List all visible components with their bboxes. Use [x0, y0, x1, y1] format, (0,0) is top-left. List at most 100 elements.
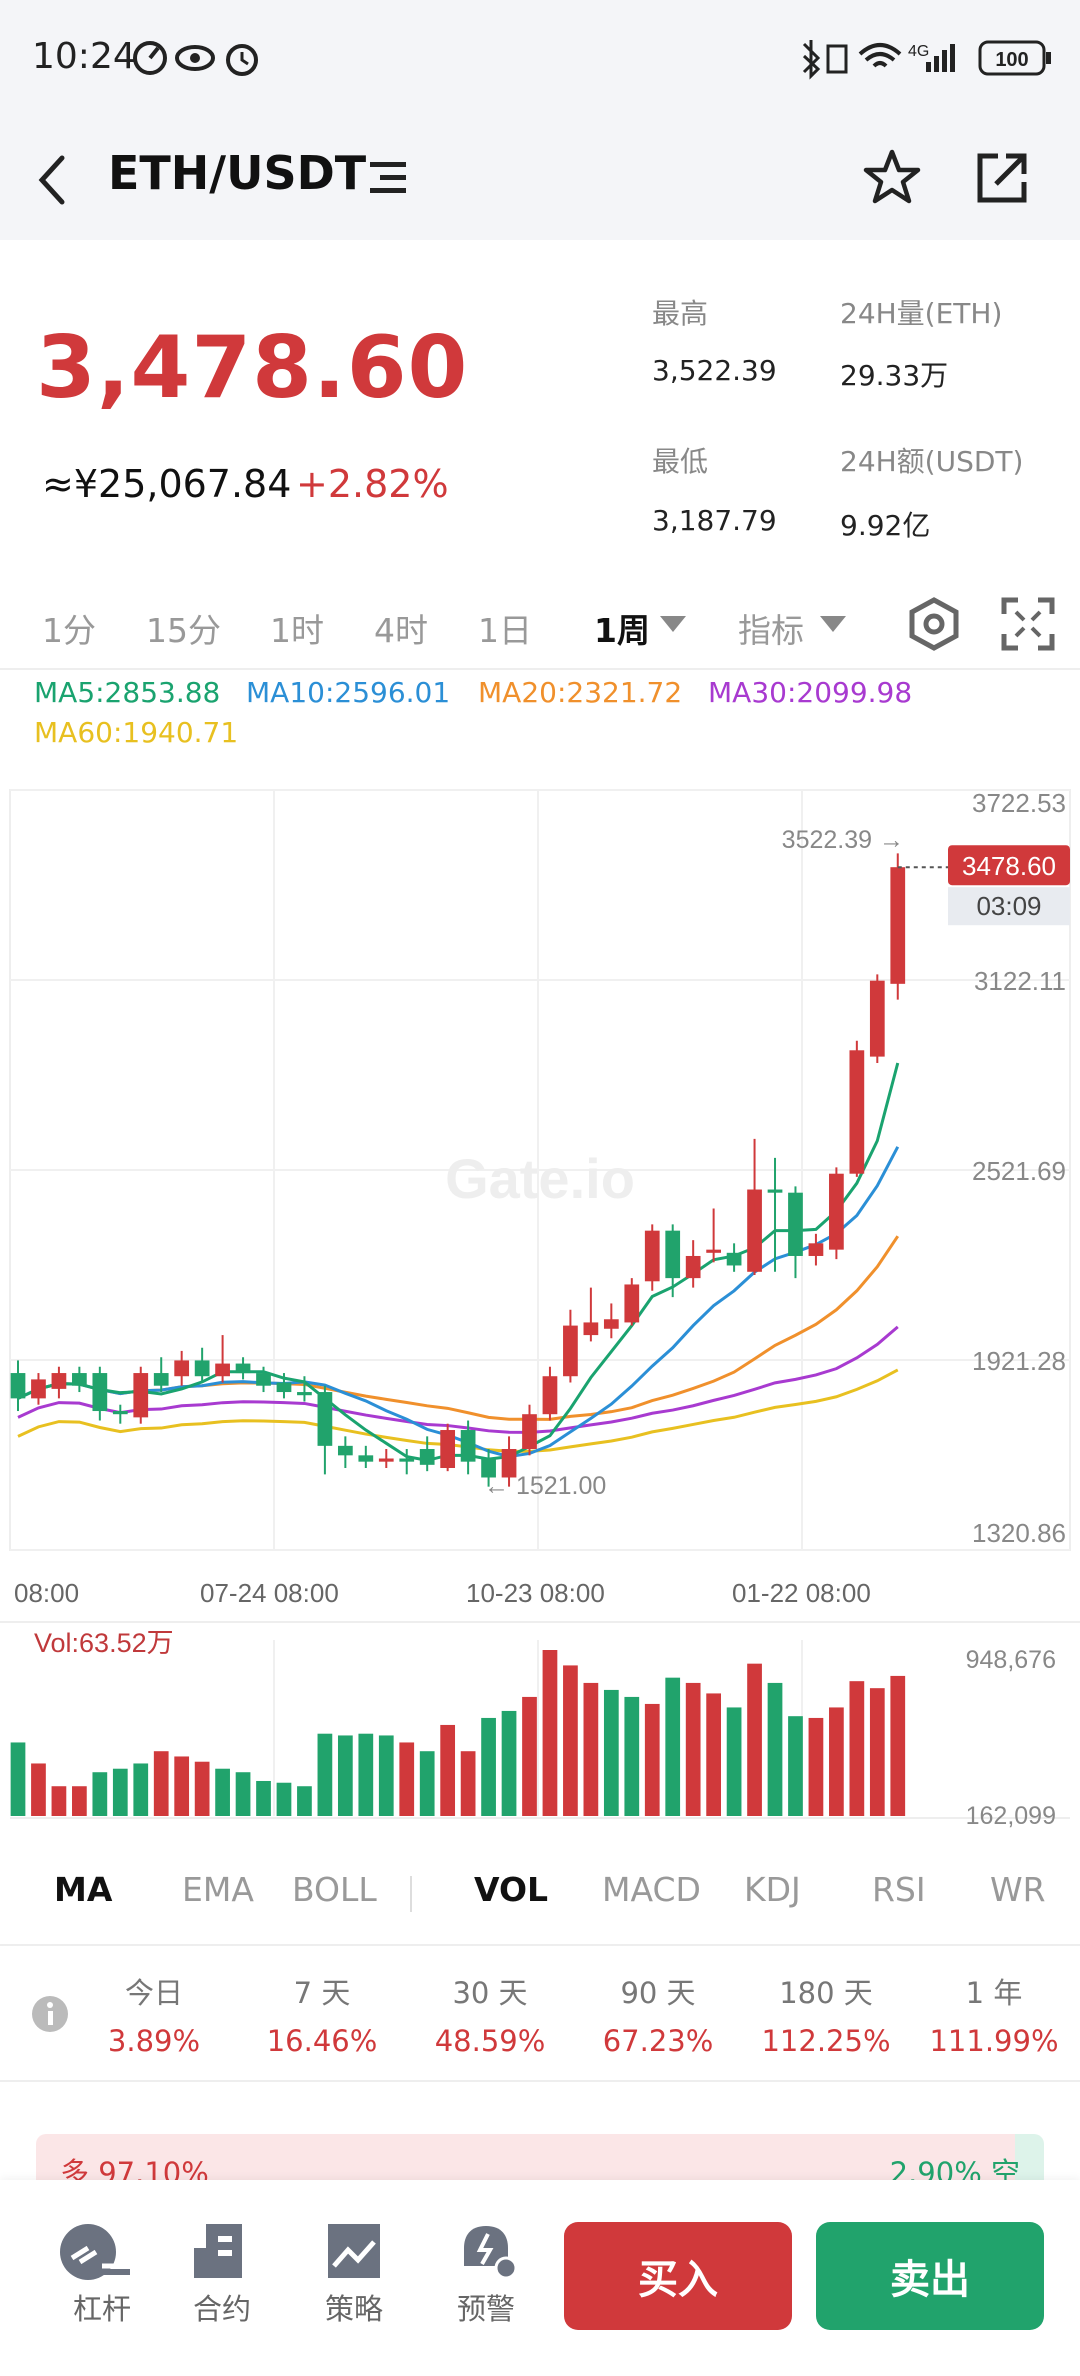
fullscreen-icon[interactable] — [1000, 596, 1056, 652]
svg-text:100: 100 — [995, 49, 1028, 71]
pair-title[interactable]: ETH/USDT — [108, 146, 367, 200]
timeframe-tab[interactable]: 1时 — [270, 611, 324, 650]
divider — [0, 668, 1080, 670]
candle-body — [890, 867, 906, 984]
volume-bar — [644, 1703, 660, 1816]
countdown-tag — [948, 887, 1070, 926]
sell-button[interactable]: 卖出 — [816, 2222, 1044, 2330]
nav-strategy[interactable]: 策略 — [304, 2222, 404, 2328]
volume-bar — [215, 1768, 230, 1816]
candle-body — [92, 1373, 108, 1412]
strategy-icon — [328, 2224, 380, 2278]
nav-label: 杠杆 — [72, 2292, 131, 2326]
last-price: 3,478.60 — [36, 318, 469, 418]
perf-value: 111.99% — [929, 2024, 1059, 2058]
vol24-value: 29.33万 — [840, 359, 949, 392]
volume-bar — [849, 1681, 865, 1816]
volume-bar — [235, 1772, 251, 1816]
indicator-tab[interactable]: MA — [54, 1870, 113, 1909]
candle-body — [644, 1230, 660, 1282]
candle-body — [112, 1411, 128, 1415]
candle-body — [378, 1458, 394, 1462]
volume-label: Vol:63.52万 — [34, 1628, 174, 1658]
leverage-icon — [60, 2224, 130, 2280]
timeframe-tab[interactable]: 4时 — [374, 611, 428, 650]
candle-body — [869, 980, 885, 1057]
ma10-legend: MA10:2596.01 — [246, 676, 451, 709]
indicator-tab[interactable]: BOLL — [292, 1870, 377, 1909]
indicator-tab[interactable]: RSI — [872, 1870, 926, 1909]
indicator-tab[interactable]: VOL — [474, 1870, 549, 1909]
perf-value: 16.46% — [266, 2024, 378, 2058]
candle-body — [153, 1373, 169, 1386]
timeframe-tab[interactable]: 1日 — [478, 611, 532, 650]
candle-body — [542, 1376, 558, 1415]
share-icon[interactable] — [970, 146, 1034, 210]
amt24-value: 9.92亿 — [840, 509, 931, 542]
info-icon[interactable] — [30, 1994, 70, 2034]
volume-bar — [460, 1751, 476, 1816]
candle-body — [624, 1284, 640, 1323]
header: ETH/USDT — [0, 120, 1080, 240]
divider — [0, 1944, 1080, 1946]
nav-contract[interactable]: 合约 — [172, 2222, 272, 2328]
watermark: Gate.io — [445, 1147, 635, 1210]
volume-bar — [256, 1780, 271, 1816]
candle-body — [215, 1363, 230, 1377]
candle-body — [133, 1373, 149, 1418]
cny-price: ≈¥25,067.84 — [42, 462, 292, 506]
candle-body — [297, 1392, 312, 1396]
svg-text:4G: 4G — [908, 43, 929, 60]
volume-bar — [133, 1763, 149, 1816]
volume-bar — [583, 1682, 599, 1816]
volume-bar — [31, 1763, 46, 1816]
perf-label: 今日 — [124, 1976, 183, 2010]
timeframe-tab[interactable]: 指标 — [738, 611, 804, 650]
buy-button[interactable]: 买入 — [564, 2222, 792, 2330]
candle-body — [522, 1414, 537, 1450]
volume-bar — [808, 1717, 824, 1816]
perf-value: 3.89% — [107, 2024, 201, 2058]
high-value: 3,522.39 — [652, 354, 777, 387]
candle-body — [72, 1373, 87, 1386]
indicator-tab[interactable]: MACD — [602, 1870, 701, 1909]
ma60-legend: MA60:1940.71 — [34, 716, 239, 749]
indicator-tab[interactable]: WR — [990, 1870, 1046, 1909]
back-icon[interactable] — [32, 150, 72, 210]
perf-label: 7 天 — [293, 1976, 351, 2010]
nav-alert[interactable]: 预警 — [436, 2222, 536, 2328]
candlestick-chart[interactable]: 3722.53 3122.11 2521.69 1921.28 1320.86 Gate.… — [0, 780, 1080, 1840]
ma30-legend: MA30:2099.98 — [708, 676, 913, 709]
ma20-legend: MA20:2321.72 — [478, 676, 683, 709]
volume-bar — [419, 1751, 435, 1816]
candle-body — [726, 1252, 742, 1266]
perf-value: 67.23% — [602, 2024, 714, 2058]
volume-bar — [706, 1693, 721, 1816]
candle-body — [10, 1373, 26, 1399]
volume-bar — [767, 1682, 783, 1816]
ma5-legend: MA5:2853.88 — [34, 676, 221, 709]
timeframe-tab[interactable]: 15分 — [146, 611, 221, 650]
star-icon[interactable] — [860, 146, 924, 210]
settings-hex-icon[interactable] — [906, 596, 962, 652]
ma10-line — [17, 1146, 900, 1459]
ma5-line — [17, 1062, 900, 1462]
y-tick-label: 3122.11 — [974, 966, 1066, 996]
candle-body — [665, 1230, 681, 1279]
volume-bar — [174, 1756, 190, 1816]
volume-bar — [829, 1707, 844, 1816]
volume-bar — [665, 1677, 681, 1816]
nav-leverage[interactable]: 杠杆 — [52, 2222, 152, 2328]
indicator-tab[interactable]: EMA — [182, 1870, 254, 1909]
volume-bar — [726, 1707, 742, 1816]
x-tick-label: 01-22 08:00 — [732, 1578, 871, 1608]
indicator-tab[interactable]: KDJ — [744, 1870, 801, 1909]
menu-icon[interactable] — [366, 156, 410, 200]
timeframe-tab[interactable]: 1周 — [594, 611, 650, 650]
nav-label: 合约 — [192, 2292, 251, 2326]
contract-icon — [194, 2224, 242, 2278]
timeframe-tab[interactable]: 1分 — [42, 611, 96, 650]
volume-bar — [297, 1786, 312, 1816]
x-tick-label: 08:00 — [14, 1578, 79, 1608]
candle-body — [276, 1382, 292, 1393]
